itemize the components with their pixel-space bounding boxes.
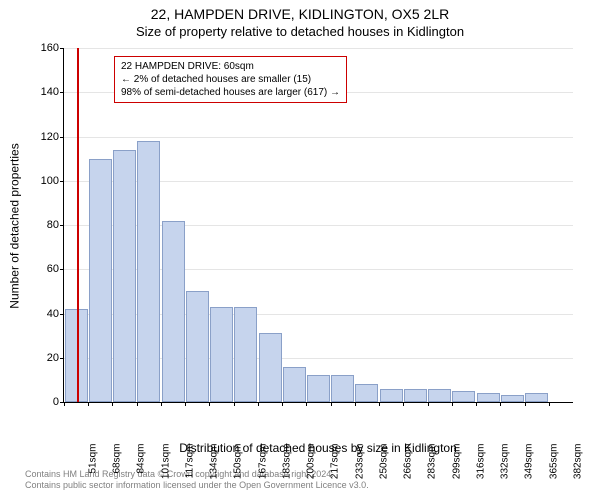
histogram-bar (186, 291, 209, 402)
y-tick-mark (60, 137, 64, 138)
x-tick-mark (64, 402, 65, 406)
x-tick-label: 183sqm (281, 444, 292, 504)
plot-area: 22 HAMPDEN DRIVE: 60sqm ← 2% of detached… (63, 48, 573, 403)
x-tick-label: 167sqm (257, 444, 268, 504)
x-tick-label: 68sqm (112, 444, 123, 504)
legend-line-1: 22 HAMPDEN DRIVE: 60sqm (121, 60, 340, 73)
x-tick-mark (234, 402, 235, 406)
x-tick-label: 217sqm (330, 444, 341, 504)
reference-line (77, 48, 79, 402)
x-tick-label: 250sqm (378, 444, 389, 504)
footer-line-1: Contains HM Land Registry data © Crown c… (25, 469, 369, 481)
x-tick-mark (379, 402, 380, 406)
x-tick-mark (549, 402, 550, 406)
histogram-bar (452, 391, 475, 402)
y-tick-label: 160 (29, 42, 59, 54)
histogram-bar (234, 307, 257, 402)
histogram-bar (259, 333, 282, 402)
x-tick-label: 84sqm (136, 444, 147, 504)
x-tick-label: 233sqm (354, 444, 365, 504)
x-tick-mark (428, 402, 429, 406)
x-tick-mark (137, 402, 138, 406)
x-tick-label: 134sqm (209, 444, 220, 504)
x-tick-mark (282, 402, 283, 406)
x-tick-label: 316sqm (475, 444, 486, 504)
x-tick-mark (258, 402, 259, 406)
footer-line-2: Contains public sector information licen… (25, 480, 369, 492)
y-tick-mark (60, 314, 64, 315)
histogram-bar (210, 307, 233, 402)
x-tick-label: 365sqm (548, 444, 559, 504)
y-axis-label: Number of detached properties (6, 48, 24, 403)
gridline (64, 137, 573, 138)
x-tick-mark (185, 402, 186, 406)
x-tick-mark (112, 402, 113, 406)
y-tick-label: 120 (29, 131, 59, 143)
x-tick-mark (209, 402, 210, 406)
x-tick-mark (306, 402, 307, 406)
x-tick-mark (161, 402, 162, 406)
x-tick-label: 266sqm (403, 444, 414, 504)
y-tick-mark (60, 269, 64, 270)
y-tick-label: 40 (29, 308, 59, 320)
histogram-bar (162, 221, 185, 402)
y-tick-label: 80 (29, 219, 59, 231)
y-tick-mark (60, 358, 64, 359)
x-tick-label: 101sqm (160, 444, 171, 504)
legend-box: 22 HAMPDEN DRIVE: 60sqm ← 2% of detached… (114, 56, 347, 103)
y-tick-mark (60, 48, 64, 49)
x-tick-mark (525, 402, 526, 406)
y-tick-mark (60, 181, 64, 182)
histogram-bar (477, 393, 500, 402)
histogram-bar (113, 150, 136, 402)
y-tick-mark (60, 92, 64, 93)
x-tick-mark (476, 402, 477, 406)
histogram-bar (137, 141, 160, 402)
chart-title-address: 22, HAMPDEN DRIVE, KIDLINGTON, OX5 2LR (0, 6, 600, 22)
gridline (64, 48, 573, 49)
chart-container: 22, HAMPDEN DRIVE, KIDLINGTON, OX5 2LR S… (0, 0, 600, 500)
histogram-bar (355, 384, 378, 402)
x-tick-mark (403, 402, 404, 406)
histogram-bar (89, 159, 112, 402)
y-tick-label: 60 (29, 263, 59, 275)
x-tick-mark (452, 402, 453, 406)
chart-title-description: Size of property relative to detached ho… (0, 24, 600, 39)
x-tick-label: 332sqm (500, 444, 511, 504)
legend-line-3: 98% of semi-detached houses are larger (… (121, 86, 340, 99)
x-tick-mark (355, 402, 356, 406)
x-tick-label: 382sqm (572, 444, 583, 504)
x-tick-mark (331, 402, 332, 406)
y-tick-label: 20 (29, 352, 59, 364)
histogram-bar (307, 375, 330, 402)
x-tick-label: 200sqm (306, 444, 317, 504)
x-tick-mark (500, 402, 501, 406)
legend-line-2: ← 2% of detached houses are smaller (15) (121, 73, 340, 86)
histogram-bar (404, 389, 427, 402)
histogram-bar (331, 375, 354, 402)
x-tick-label: 349sqm (524, 444, 535, 504)
histogram-bar (380, 389, 403, 402)
x-tick-label: 150sqm (233, 444, 244, 504)
y-tick-mark (60, 225, 64, 226)
y-tick-label: 140 (29, 86, 59, 98)
x-tick-label: 299sqm (451, 444, 462, 504)
y-tick-label: 0 (29, 396, 59, 408)
x-tick-label: 117sqm (184, 444, 195, 504)
x-tick-mark (88, 402, 89, 406)
histogram-bar (501, 395, 524, 402)
histogram-bar (283, 367, 306, 402)
footer-attribution: Contains HM Land Registry data © Crown c… (25, 469, 369, 492)
histogram-bar (525, 393, 548, 402)
y-tick-label: 100 (29, 175, 59, 187)
x-tick-label: 51sqm (88, 444, 99, 504)
histogram-bar (428, 389, 451, 402)
x-tick-label: 283sqm (427, 444, 438, 504)
histogram-bar (65, 309, 88, 402)
